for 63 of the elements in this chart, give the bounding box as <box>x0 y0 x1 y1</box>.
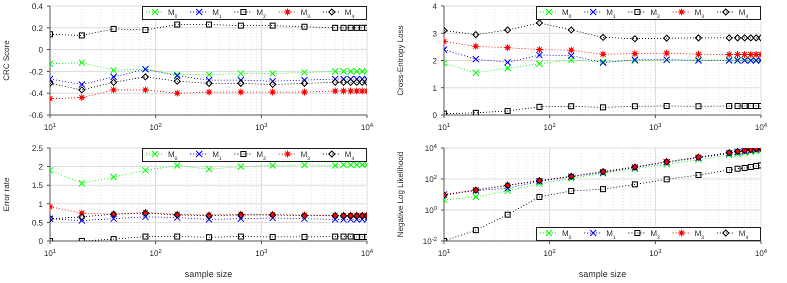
legend-label: M$_{3}$ <box>694 8 704 20</box>
x-tick-label: 10$^{3}$ <box>255 248 268 258</box>
x-tick-label: 10$^{1}$ <box>44 248 57 258</box>
legend-label: M$_{4}$ <box>738 8 748 20</box>
y-tick-label: 3 <box>432 29 438 38</box>
x-tick-label: 10$^{2}$ <box>544 248 556 258</box>
y-tick-label: 0 <box>432 111 438 120</box>
y-tick-label: 1 <box>432 84 438 93</box>
y-tick-label: -0.6 <box>29 111 44 120</box>
y-tick-label: 0.4 <box>32 2 44 11</box>
x-tick-label: 10$^{1}$ <box>438 122 451 132</box>
y-tick-label: 0.2 <box>32 24 44 33</box>
x-tick-label: 10$^{4}$ <box>754 248 768 258</box>
legend-label: M$_{3}$ <box>694 228 704 240</box>
x-tick-label: 10$^{2}$ <box>150 248 162 258</box>
y-tick-label: 0.5 <box>32 218 44 227</box>
y-tick-label: 1 <box>38 199 44 208</box>
x-tick-label: 10$^{1}$ <box>438 248 451 258</box>
legend-label: M$_{2}$ <box>256 8 266 20</box>
y-tick-label: 10$^{4}$ <box>424 142 438 152</box>
y-tick-label: 4 <box>432 2 438 11</box>
legend-label: M$_{0}$ <box>168 150 178 162</box>
y-tick-label: 10$^{0}$ <box>424 204 438 214</box>
x-tick-label: 10$^{4}$ <box>360 122 374 132</box>
legend-label: M$_{2}$ <box>650 228 660 240</box>
y-axis-title: Negative Log Likelihood <box>396 151 405 237</box>
legend-label: M$_{2}$ <box>650 8 660 20</box>
legend-label: M$_{4}$ <box>738 228 748 240</box>
legend-label: M$_{1}$ <box>606 228 616 240</box>
y-axis-title: Cross-Entropy Loss <box>396 25 405 96</box>
y-tick-label: 0 <box>38 236 44 246</box>
x-tick-label: 10$^{2}$ <box>544 122 556 132</box>
x-tick-label: 10$^{4}$ <box>360 248 374 258</box>
legend-label: M$_{0}$ <box>562 228 572 240</box>
legend-label: M$_{3}$ <box>300 150 310 162</box>
legend-label: M$_{3}$ <box>300 8 310 20</box>
legend-label: M$_{1}$ <box>212 150 222 162</box>
y-tick-label: 1.5 <box>32 180 44 190</box>
y-tick-label: -0.2 <box>29 67 44 76</box>
y-tick-label: 10$^{-2}$ <box>422 236 438 246</box>
x-tick-label: 10$^{3}$ <box>649 248 662 258</box>
legend-label: M$_{1}$ <box>606 8 616 20</box>
x-tick-label: 10$^{2}$ <box>150 122 162 132</box>
legend-label: M$_{4}$ <box>344 150 354 162</box>
y-tick-label: 2.5 <box>32 144 44 152</box>
x-axis-title: sample size <box>578 268 626 278</box>
y-tick-label: -0.4 <box>29 89 44 98</box>
x-tick-label: 10$^{4}$ <box>754 122 768 132</box>
y-tick-label: 10$^{2}$ <box>424 174 438 184</box>
y-tick-label: 0 <box>38 46 44 55</box>
x-axis-title: sample size <box>184 268 232 278</box>
x-tick-label: 10$^{1}$ <box>44 122 57 132</box>
y-axis-title: CRC Score <box>2 40 11 81</box>
y-tick-label: 2 <box>38 162 44 172</box>
y-tick-label: 2 <box>432 56 438 66</box>
legend-label: M$_{0}$ <box>168 8 178 20</box>
x-tick-label: 10$^{3}$ <box>649 122 662 132</box>
legend-label: M$_{2}$ <box>256 150 266 162</box>
legend-label: M$_{4}$ <box>344 8 354 20</box>
x-tick-label: 10$^{3}$ <box>255 122 268 132</box>
legend-label: M$_{0}$ <box>562 8 572 20</box>
legend-label: M$_{1}$ <box>212 8 222 20</box>
y-axis-title: Error rate <box>2 176 11 211</box>
